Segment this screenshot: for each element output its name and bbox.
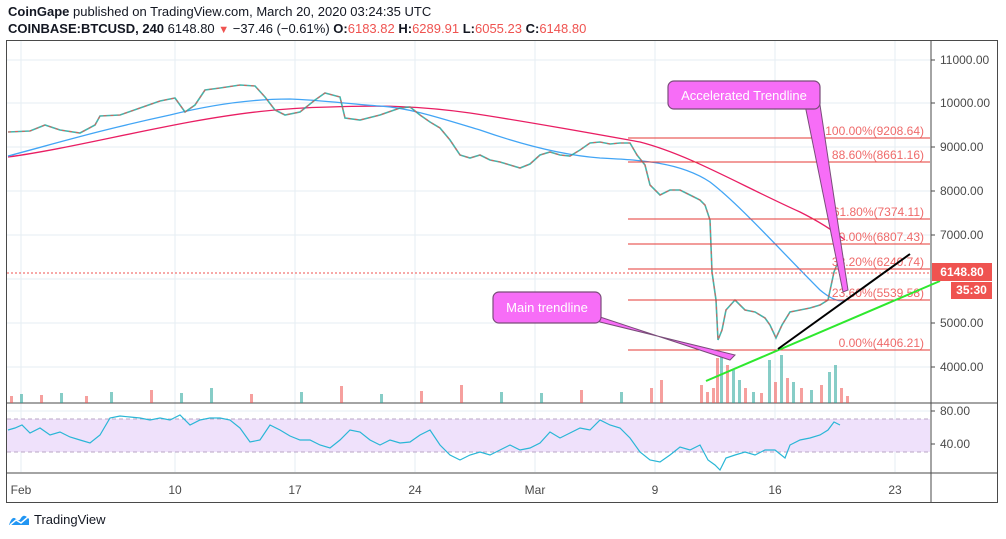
- fib-label-100: 100.00%(9208.64): [825, 124, 924, 138]
- price-change: −37.46 (−0.61%): [232, 21, 330, 36]
- fib-label-236: 23.60%(5539.58): [832, 286, 924, 300]
- fib-label-886: 88.60%(8661.16): [832, 148, 924, 162]
- last-price: 6148.80: [167, 21, 215, 36]
- current-price-tag: 6148.80: [932, 263, 992, 281]
- publisher-name: CoinGape: [8, 4, 70, 19]
- main-trendline[interactable]: [705, 280, 941, 382]
- fib-label-50: 50.00%(6807.43): [832, 230, 924, 244]
- tick-8000: 8000.00: [940, 184, 984, 198]
- close-label: C:: [525, 21, 540, 36]
- tradingview-branding[interactable]: TradingView: [8, 512, 106, 527]
- time-axis[interactable]: Feb 10 17 24 Mar 9 16 23: [11, 483, 902, 497]
- publish-info: CoinGape published on TradingView.com, M…: [8, 4, 431, 19]
- slow-ma-line: [7, 105, 846, 241]
- tick-feb: Feb: [11, 483, 32, 497]
- tick-5000: 5000.00: [940, 316, 984, 330]
- tradingview-logo-icon: [9, 515, 29, 526]
- tick-23: 23: [888, 483, 902, 497]
- tick-4000: 4000.00: [940, 360, 984, 374]
- price-series: [7, 84, 847, 341]
- tick-11000: 11000.00: [940, 53, 989, 67]
- fib-label-618: 61.80%(7374.11): [833, 205, 924, 219]
- symbol-label[interactable]: COINBASE:BTCUSD, 240: [8, 21, 165, 36]
- tick-10: 10: [168, 483, 182, 497]
- tick-rsi-80: 80.00: [940, 404, 970, 418]
- symbol-legend: COINBASE:BTCUSD, 240 6148.80 ▼ −37.46 (−…: [8, 21, 586, 36]
- accelerated-callout[interactable]: Accelerated Trendline: [667, 80, 849, 293]
- rsi-line: [7, 414, 841, 472]
- chart-frame: [6, 40, 998, 503]
- open-label: O:: [333, 21, 348, 36]
- close-value: 6148.80: [539, 21, 587, 36]
- tick-24: 24: [408, 483, 422, 497]
- open-value: 6183.82: [347, 21, 395, 36]
- high-value: 6289.91: [412, 21, 460, 36]
- main-callout[interactable]: Main trendline: [492, 291, 736, 361]
- volume-bars: [10, 352, 849, 403]
- tick-7000: 7000.00: [940, 228, 984, 242]
- tick-10000: 10000.00: [940, 96, 990, 110]
- fib-retracement[interactable]: [628, 137, 930, 351]
- tick-17: 17: [288, 483, 302, 497]
- accelerated-callout-text: Accelerated Trendline: [681, 88, 807, 103]
- rsi-band: [7, 419, 930, 452]
- down-arrow-icon: ▼: [218, 24, 230, 36]
- high-label: H:: [398, 21, 413, 36]
- accelerated-trendline[interactable]: [777, 253, 911, 350]
- fast-ma-line: [7, 98, 846, 302]
- low-label: L:: [462, 21, 475, 36]
- tick-9000: 9000.00: [940, 140, 984, 154]
- main-callout-text: Main trendline: [506, 300, 588, 315]
- fib-labels: 100.00%(9208.64) 88.60%(8661.16) 61.80%(…: [825, 124, 924, 350]
- tradingview-wordmark: TradingView: [34, 512, 106, 527]
- low-value: 6055.23: [474, 21, 522, 36]
- price-axis[interactable]: 11000.00 10000.00 9000.00 8000.00 7000.0…: [931, 53, 990, 451]
- tick-rsi-40: 40.00: [940, 437, 970, 451]
- publish-text: published on TradingView.com, March 20, …: [69, 4, 432, 19]
- tick-mar: Mar: [525, 483, 546, 497]
- tick-16: 16: [768, 483, 782, 497]
- fib-label-0: 0.00%(4406.21): [839, 336, 924, 350]
- fib-label-382: 38.20%(6240.74): [832, 255, 924, 269]
- bar-countdown-tag: 35:30: [951, 282, 992, 299]
- tick-9: 9: [652, 483, 659, 497]
